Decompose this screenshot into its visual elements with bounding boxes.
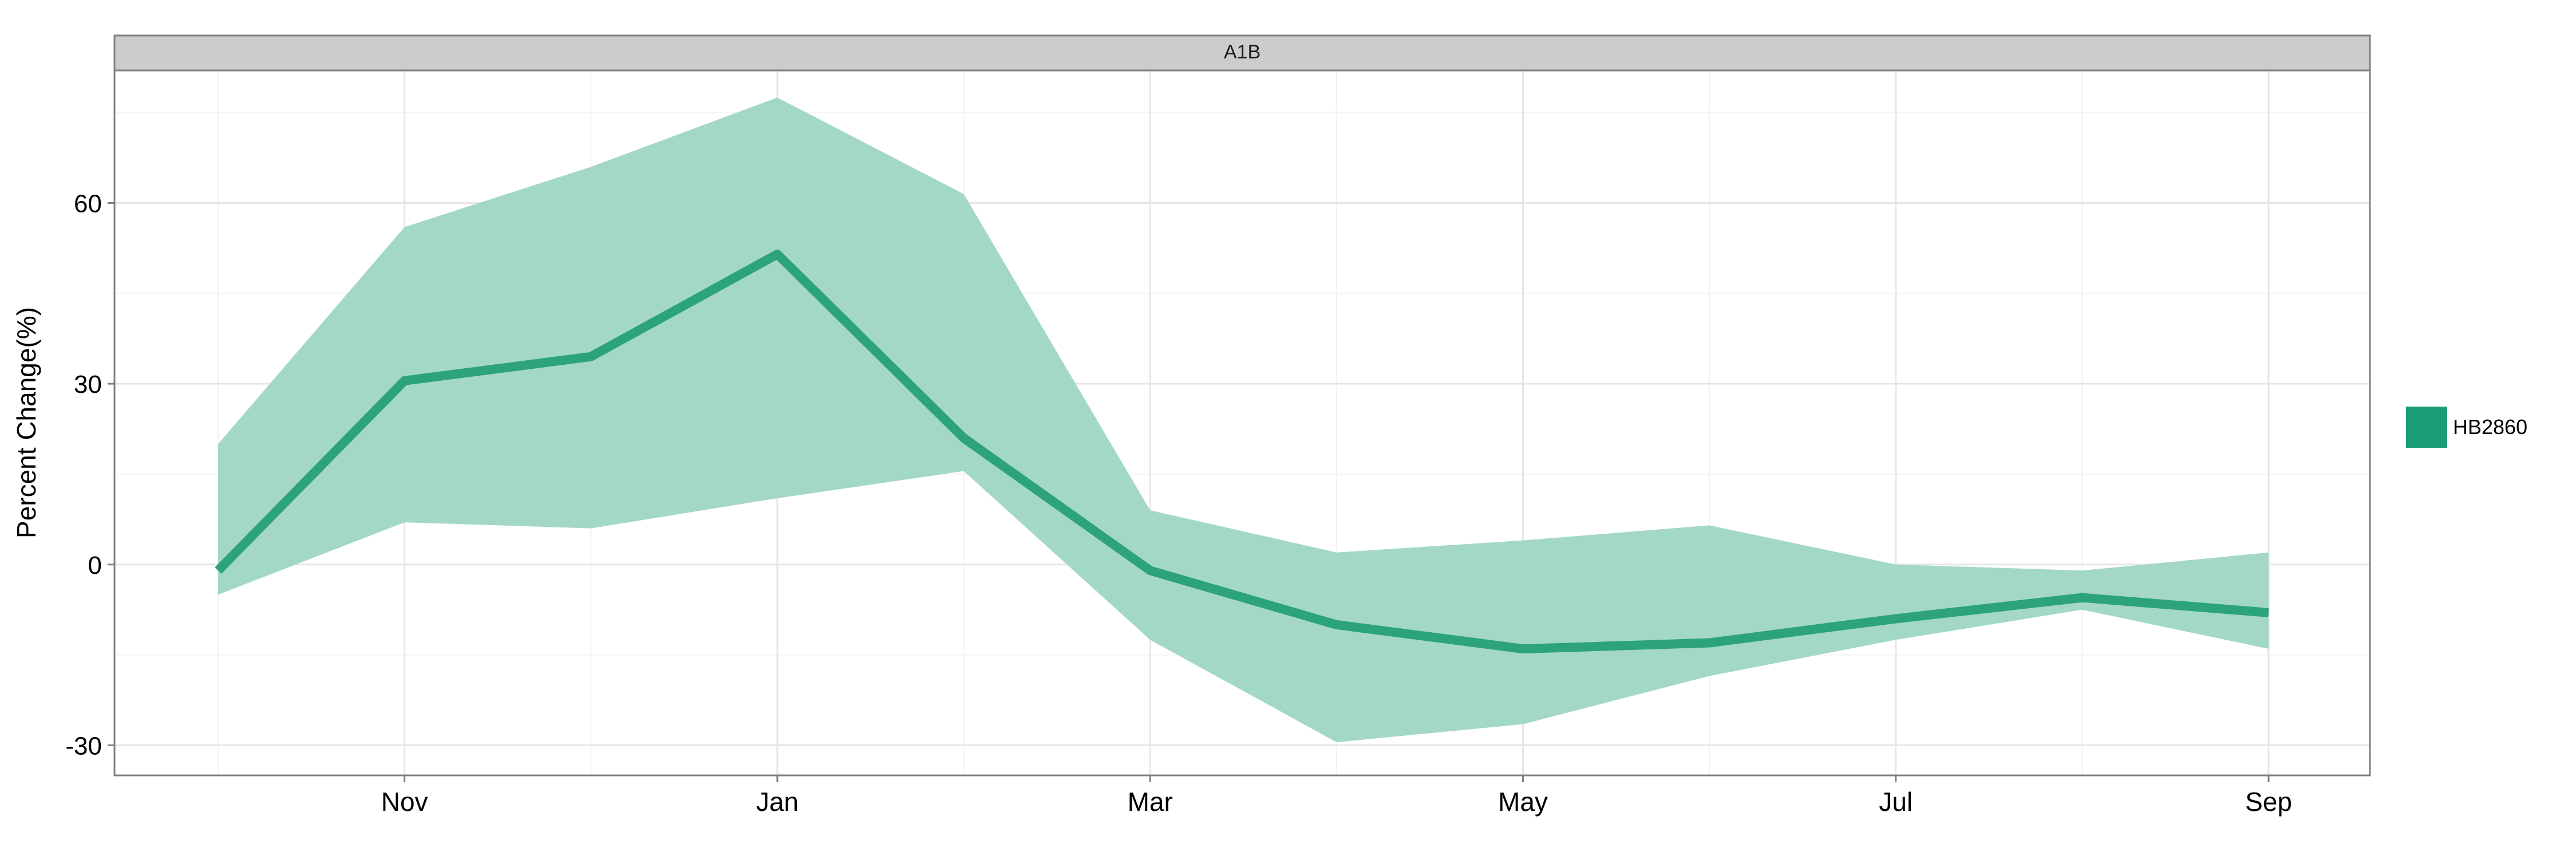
band-layer xyxy=(218,97,2269,743)
series-line-hb2860 xyxy=(215,249,2269,654)
data-point-jun xyxy=(1707,641,1712,645)
data-point-oct xyxy=(216,568,220,573)
y-tick-label: -30 xyxy=(65,732,102,760)
x-tick-label: Nov xyxy=(381,787,428,817)
y-axis-title: Percent Change(%) xyxy=(11,307,41,538)
y-tick-label: 60 xyxy=(74,190,102,218)
x-tick-label: May xyxy=(1498,787,1548,817)
data-point-dec xyxy=(588,354,593,359)
data-point-jul xyxy=(1894,616,1898,621)
ribbon-hb2860 xyxy=(218,97,2269,743)
data-point-sep xyxy=(2266,610,2271,615)
line-layer xyxy=(215,249,2271,654)
data-point-feb xyxy=(962,436,966,440)
legend-label-hb2860: HB2860 xyxy=(2453,415,2527,439)
data-point-jan xyxy=(775,252,780,257)
legend: HB2860 xyxy=(2406,407,2527,448)
data-point-apr xyxy=(1334,622,1339,627)
x-tick-label: Mar xyxy=(1128,787,1173,817)
data-point-aug xyxy=(2080,596,2084,600)
data-point-nov xyxy=(402,379,407,383)
data-point-mar xyxy=(1148,568,1152,573)
tick-layer: -30 0 30 60 Nov Jan Mar May Jul Sep xyxy=(65,190,2292,817)
y-tick-label: 30 xyxy=(74,371,102,399)
x-tick-label: Jan xyxy=(756,787,799,817)
y-tick-label: 0 xyxy=(88,551,102,580)
x-tick-label: Sep xyxy=(2245,787,2292,817)
facet-label: A1B xyxy=(1224,41,1261,63)
x-tick-label: Jul xyxy=(1879,787,1913,817)
legend-key-hb2860 xyxy=(2406,407,2447,448)
facet-strip xyxy=(113,34,2371,72)
data-point-may xyxy=(1520,647,1525,651)
